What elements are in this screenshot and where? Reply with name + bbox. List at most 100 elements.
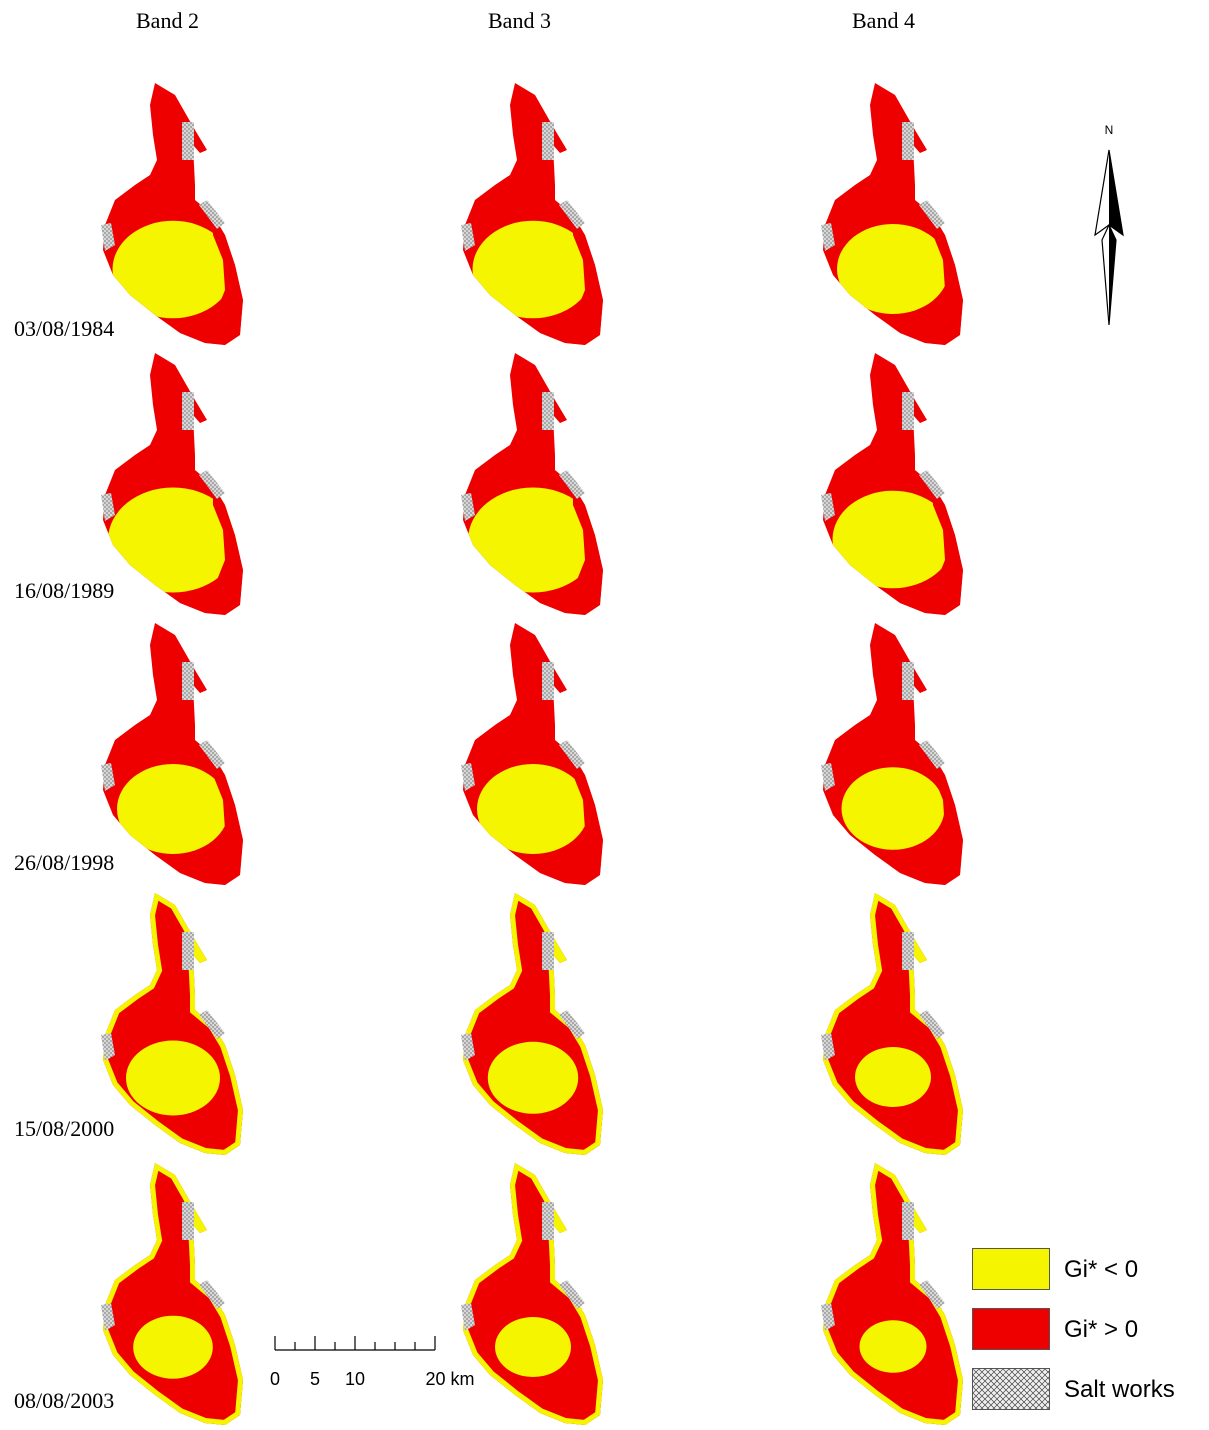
salt-works-area [821,493,835,521]
salt-works-area [559,470,585,499]
salt-works-area [542,932,554,970]
salt-works-area [199,1010,225,1039]
scale-bar: 0 5 10 20 km [265,1330,495,1400]
coldspot-region [487,1041,579,1114]
hotspot-rim [900,755,963,885]
coldspot-margin [463,1163,603,1425]
salt-works-area [902,392,914,430]
salt-works-area [461,493,475,521]
coldspot-region [841,767,945,850]
salt-works-area [559,1010,585,1039]
salt-works-area [542,392,554,430]
hotspot-rim [540,485,603,615]
salt-works-area [821,1033,835,1061]
salt-works-area [542,1202,554,1240]
salt-works-area [919,1010,945,1039]
salt-works-area [101,223,115,251]
coldspot-region [477,764,589,854]
salt-works-area [542,122,554,160]
legend: Gi* < 0 Gi* > 0 Salt works [970,1248,1205,1428]
coldspot-region [859,1320,927,1373]
salt-works-area [101,493,115,521]
lagoon-map-5-2 [455,1155,615,1430]
scale-tick-10: 10 [345,1369,365,1389]
salt-works-area [902,1202,914,1240]
salt-works-area [902,122,914,160]
legend-item-positive: Gi* > 0 [970,1308,1205,1354]
lagoon-map-2-1 [95,345,255,620]
date-label-1984: 03/08/1984 [12,316,117,342]
hotspot-rim [900,485,963,615]
salt-works-area [559,740,585,769]
salt-works-area [199,470,225,499]
salt-works-area [542,662,554,700]
coldspot-region [855,1047,931,1107]
lagoon-map-2-3 [815,345,975,620]
salt-works-area [559,1280,585,1309]
salt-works-area [919,200,945,229]
salt-works-area [461,763,475,791]
salt-works-area [101,763,115,791]
salt-works-area [199,740,225,769]
lagoon-map-3-3 [815,615,975,890]
legend-swatch-crosshatch [972,1368,1050,1410]
coldspot-region [468,487,598,593]
hotspot-rim [540,755,603,885]
salt-works-area [182,932,194,970]
legend-label-negative: Gi* < 0 [1064,1256,1139,1283]
coldspot-margin [823,893,963,1155]
coldspot-region [832,490,954,589]
coldspot-region [117,764,229,854]
hotspot-rim [180,215,243,345]
salt-works-area [101,1033,115,1061]
north-label: N [1105,123,1114,137]
lagoon-map-1-1 [95,75,255,350]
column-header-band-3: Band 3 [488,8,551,33]
salt-works-area [821,223,835,251]
coldspot-region [108,487,238,593]
coldspot-margin [103,893,243,1155]
lagoon-map-4-3 [815,885,975,1160]
hotspot-rim [540,215,603,345]
date-label-1998: 26/08/1998 [12,850,117,876]
lagoon-map-3-1 [95,615,255,890]
coldspot-region [126,1040,220,1116]
date-label-2003: 08/08/2003 [12,1388,117,1414]
lagoon-map-1-3 [815,75,975,350]
salt-works-area [559,200,585,229]
salt-works-area [182,1202,194,1240]
salt-works-area [461,1033,475,1061]
salt-works-area [919,470,945,499]
coldspot-margin [823,1163,963,1425]
lagoon-map-2-2 [455,345,615,620]
salt-works-area [182,662,194,700]
legend-swatch-yellow [972,1248,1050,1290]
coldspot-region [112,220,234,319]
legend-swatch-red [972,1308,1050,1350]
lagoon-map-4-2 [455,885,615,1160]
salt-works-area [199,1280,225,1309]
scale-tick-20km: 20 km [425,1369,474,1389]
salt-works-area [919,1280,945,1309]
scale-tick-0: 0 [270,1369,280,1389]
salt-works-area [182,122,194,160]
column-header-band-4: Band 4 [852,8,915,33]
salt-works-area [182,392,194,430]
coldspot-margin [463,893,603,1155]
north-arrow-icon: N [1085,120,1133,330]
coldspot-region [472,220,594,319]
coldspot-region [495,1317,571,1377]
salt-works-area [199,200,225,229]
hotspot-rim [900,215,963,345]
salt-works-area [461,1303,475,1331]
lagoon-map-5-3 [815,1155,975,1430]
coldspot-margin [103,1163,243,1425]
legend-item-salt-works: Salt works [970,1368,1205,1414]
date-label-1989: 16/08/1989 [12,578,117,604]
legend-item-negative: Gi* < 0 [970,1248,1205,1294]
lagoon-map-1-2 [455,75,615,350]
lagoon-map-5-1 [95,1155,255,1430]
legend-label-positive: Gi* > 0 [1064,1316,1139,1343]
salt-works-area [902,932,914,970]
scale-tick-5: 5 [310,1369,320,1389]
